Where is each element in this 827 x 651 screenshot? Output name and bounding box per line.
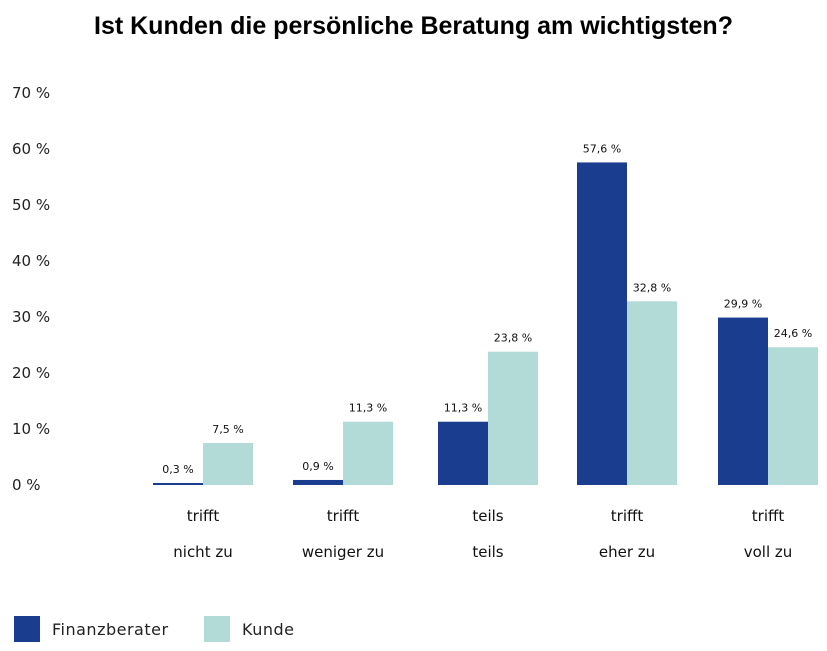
- x-category-label-line1: trifft: [327, 507, 360, 525]
- bar-finanzberater: [153, 483, 203, 485]
- y-tick-label: 70 %: [12, 84, 50, 102]
- legend-label-kunde: Kunde: [242, 619, 295, 639]
- x-category-label-line2: eher zu: [599, 543, 655, 561]
- bar-kunde: [343, 421, 393, 485]
- x-category-label-line2: nicht zu: [173, 543, 232, 561]
- data-label: 57,6 %: [583, 142, 621, 155]
- data-label: 11,3 %: [444, 402, 482, 415]
- x-category-label-line2: voll zu: [744, 543, 793, 561]
- legend-item-finanzberater: Finanzberater: [14, 616, 169, 642]
- x-category-label-line1: teils: [472, 507, 503, 525]
- legend-swatch-kunde: [204, 616, 230, 642]
- x-category-label-line2: weniger zu: [302, 543, 384, 561]
- x-category-label-line1: trifft: [611, 507, 644, 525]
- bar-chart: 70 % 60 % 50 % 40 % 30 % 20 % 10 % 0 % 0,3 % 7,5 …: [12, 84, 818, 561]
- bar-kunde: [488, 351, 538, 485]
- data-label: 0,9 %: [302, 460, 333, 473]
- bar-finanzberater: [577, 162, 627, 485]
- bar-finanzberater: [293, 479, 343, 485]
- x-category-label-line2: teils: [472, 543, 503, 561]
- data-label: 29,9 %: [724, 298, 762, 311]
- y-tick-label: 10 %: [12, 420, 50, 438]
- bar-kunde: [627, 301, 677, 485]
- y-tick-label: 50 %: [12, 196, 50, 214]
- y-tick-label: 60 %: [12, 140, 50, 158]
- y-tick-label: 30 %: [12, 308, 50, 326]
- legend-label-finanzberater: Finanzberater: [52, 619, 169, 639]
- data-label: 32,8 %: [633, 281, 671, 294]
- legend-swatch-finanzberater: [14, 616, 40, 642]
- bar-kunde: [203, 443, 253, 485]
- bar-finanzberater: [438, 421, 488, 485]
- x-category-label-line1: trifft: [187, 507, 220, 525]
- data-label: 11,3 %: [349, 402, 387, 415]
- y-tick-label: 20 %: [12, 364, 50, 382]
- y-tick-label: 0 %: [12, 476, 41, 494]
- legend-item-kunde: Kunde: [204, 616, 294, 642]
- bar-finanzberater: [718, 317, 768, 485]
- bar-kunde: [768, 347, 818, 485]
- y-tick-label: 40 %: [12, 252, 50, 270]
- data-label: 24,6 %: [774, 327, 812, 340]
- data-label: 0,3 %: [162, 463, 193, 476]
- chart-title: Ist Kunden die persönliche Beratung am w…: [94, 12, 733, 40]
- data-label: 23,8 %: [494, 332, 532, 345]
- x-category-label-line1: trifft: [752, 507, 785, 525]
- data-label: 7,5 %: [212, 423, 243, 436]
